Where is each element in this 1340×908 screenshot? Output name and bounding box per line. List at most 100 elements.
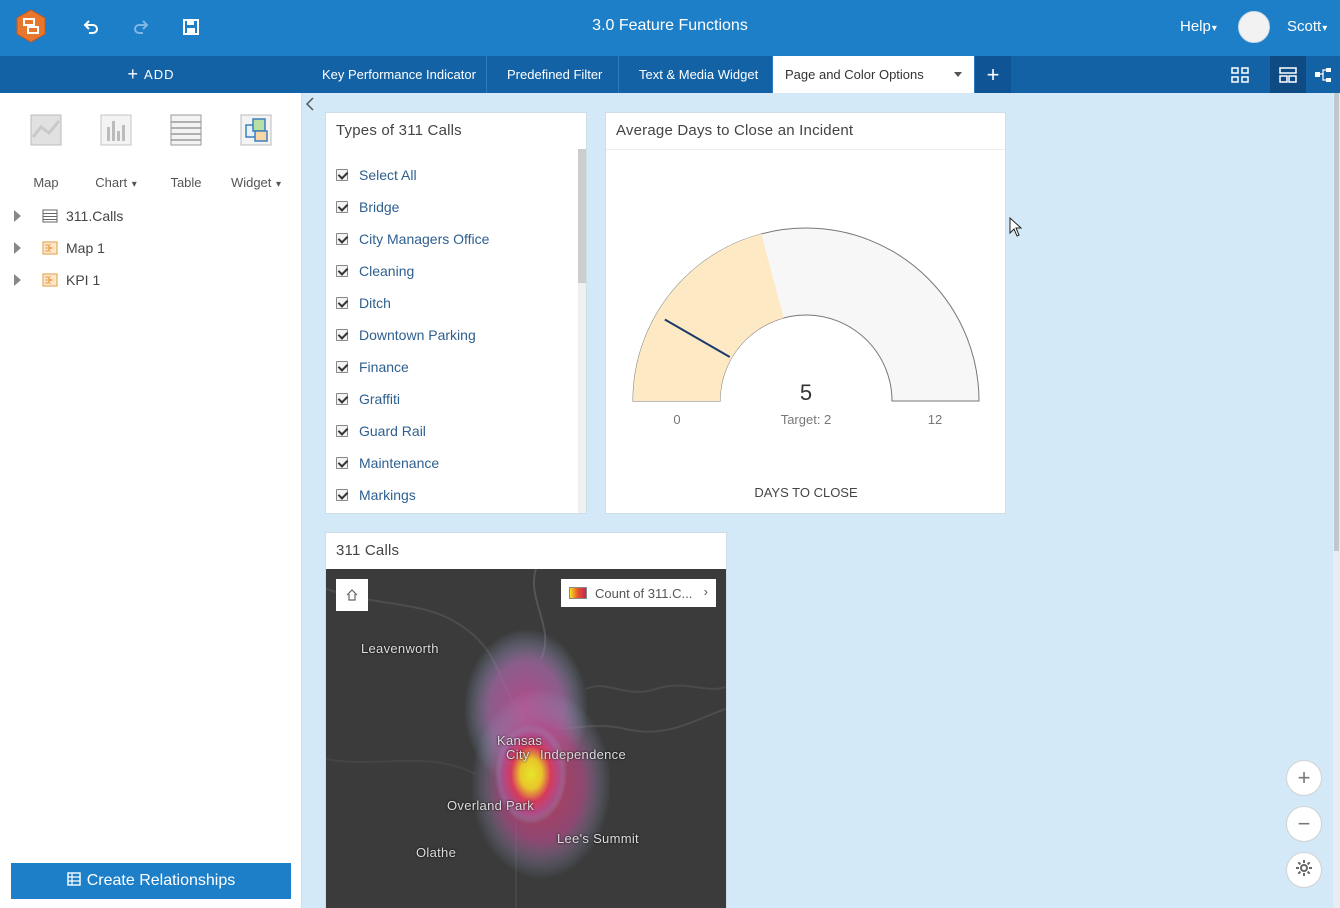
filter-item[interactable]: Bridge [336, 197, 399, 217]
chevron-down-icon: ▾ [276, 179, 282, 190]
add-map-button[interactable]: Map [11, 113, 81, 190]
filter-item[interactable]: Cleaning [336, 261, 414, 281]
map-place-label: Leavenworth [361, 641, 439, 656]
filter-item-label: City Managers Office [359, 231, 490, 247]
add-chart-text: Chart [95, 175, 128, 190]
expand-triangle-icon[interactable] [14, 274, 21, 286]
map-card: 311 Calls [325, 532, 727, 908]
collapse-pane-icon[interactable] [305, 97, 317, 113]
undo-icon[interactable] [78, 14, 104, 40]
filter-item-label: Ditch [359, 295, 391, 311]
page-tab-bar: + ADD Key Performance Indicator Predefine… [0, 56, 1340, 93]
filter-list: Select All Bridge City Managers Office C… [326, 149, 578, 513]
checkbox[interactable] [336, 361, 348, 373]
gauge-value-arc [633, 233, 784, 401]
data-view-icon[interactable] [1306, 56, 1340, 93]
gauge-target-needle [664, 318, 731, 358]
filter-item[interactable]: Graffiti [336, 389, 400, 409]
checkbox[interactable] [336, 393, 348, 405]
filter-item-label: Guard Rail [359, 423, 426, 439]
page-scrollbar-thumb[interactable] [1334, 93, 1339, 551]
tab-label: Key Performance Indicator [322, 67, 476, 82]
tree-item-311-calls[interactable]: 311.Calls [14, 206, 123, 226]
checkbox[interactable] [336, 265, 348, 277]
tab-text-media-widget[interactable]: Text & Media Widget [619, 56, 773, 93]
chevron-down-icon: ▾ [131, 179, 137, 190]
create-relationships-label: Create Relationships [86, 872, 236, 889]
add-chart-button[interactable]: Chart ▾ [81, 113, 151, 190]
settings-button[interactable] [1286, 852, 1322, 888]
filter-item[interactable]: Markings [336, 485, 416, 505]
gauge-footer: DAYS TO CLOSE [754, 485, 858, 500]
mouse-cursor-icon [1009, 216, 1023, 242]
scrollbar-thumb[interactable] [578, 149, 586, 283]
chevron-down-icon[interactable] [954, 72, 962, 77]
filter-item[interactable]: Downtown Parking [336, 325, 476, 345]
zoom-in-button[interactable]: + [1286, 760, 1322, 796]
filter-item[interactable]: Ditch [336, 293, 391, 313]
user-menu[interactable]: Scott▾ [1287, 18, 1327, 35]
checkbox[interactable] [336, 329, 348, 341]
add-page-button[interactable]: + [975, 56, 1011, 93]
checkbox[interactable] [336, 201, 348, 213]
checkbox[interactable] [336, 425, 348, 437]
top-bar: 3.0 Feature Functions Help▾ Scott▾ [0, 0, 1340, 56]
add-widget-button[interactable]: Widget ▾ [221, 113, 291, 190]
table-icon [42, 209, 58, 223]
table-icon [169, 113, 203, 147]
checkbox[interactable] [336, 297, 348, 309]
scrollbar[interactable] [578, 149, 586, 513]
checkbox[interactable] [336, 169, 348, 181]
map-place-label: Overland Park [447, 798, 534, 813]
save-icon[interactable] [178, 14, 204, 40]
tab-label: Page and Color Options [785, 67, 924, 82]
chevron-down-icon: ▾ [1322, 23, 1328, 34]
card-title: Average Days to Close an Incident [616, 122, 854, 139]
tree-item-kpi-1[interactable]: KPI 1 [14, 270, 100, 290]
add-button[interactable]: + ADD [0, 56, 302, 93]
filter-item[interactable]: Guard Rail [336, 421, 426, 441]
tab-page-and-color-options[interactable]: Page and Color Options [773, 56, 975, 93]
user-name: Scott [1287, 18, 1322, 35]
map-place-label: Lee's Summit [557, 831, 639, 846]
avatar[interactable] [1238, 11, 1270, 43]
checkbox[interactable] [336, 489, 348, 501]
gear-icon [1295, 857, 1313, 883]
plus-icon: + [127, 64, 140, 84]
filter-item[interactable]: Maintenance [336, 453, 439, 473]
filter-item[interactable]: Select All [336, 165, 417, 185]
map-view[interactable]: Count of 311.C... › Leavenworth Kansas C… [326, 569, 726, 908]
filter-item-label: Downtown Parking [359, 327, 476, 343]
chart-icon [99, 113, 133, 147]
filter-item-label: Bridge [359, 199, 400, 215]
tree-item-map-1[interactable]: Map 1 [14, 238, 105, 258]
tab-predefined-filter[interactable]: Predefined Filter [487, 56, 619, 93]
grid-layout-icon[interactable] [1222, 56, 1258, 93]
add-label: ADD [144, 67, 175, 82]
tab-key-performance-indicator[interactable]: Key Performance Indicator [302, 56, 487, 93]
checkbox[interactable] [336, 233, 348, 245]
add-table-button[interactable]: Table [151, 113, 221, 190]
filter-item[interactable]: City Managers Office [336, 229, 489, 249]
expand-triangle-icon[interactable] [14, 242, 21, 254]
legend-button[interactable]: Count of 311.C... › [561, 579, 716, 607]
card-title: 311 Calls [336, 542, 400, 559]
card-view-icon[interactable] [1270, 56, 1306, 93]
page-scrollbar[interactable] [1333, 93, 1340, 908]
gauge-target-label: Target: 2 [781, 412, 832, 427]
home-button[interactable] [336, 579, 368, 611]
widget-icon [239, 113, 273, 147]
map-place-label: Independence [540, 747, 627, 762]
map-place-label: Kansas [497, 733, 543, 748]
redo-icon[interactable] [128, 14, 154, 40]
tab-label: Text & Media Widget [639, 67, 759, 82]
app-logo-icon[interactable] [14, 9, 48, 43]
help-menu[interactable]: Help▾ [1180, 18, 1217, 35]
add-chart-label: Chart ▾ [81, 175, 151, 190]
expand-triangle-icon[interactable] [14, 210, 21, 222]
create-relationships-button[interactable]: Create Relationships [11, 863, 291, 899]
filter-item[interactable]: Finance [336, 357, 409, 377]
checkbox[interactable] [336, 457, 348, 469]
filter-item-label: Cleaning [359, 263, 415, 279]
zoom-out-button[interactable]: − [1286, 806, 1322, 842]
